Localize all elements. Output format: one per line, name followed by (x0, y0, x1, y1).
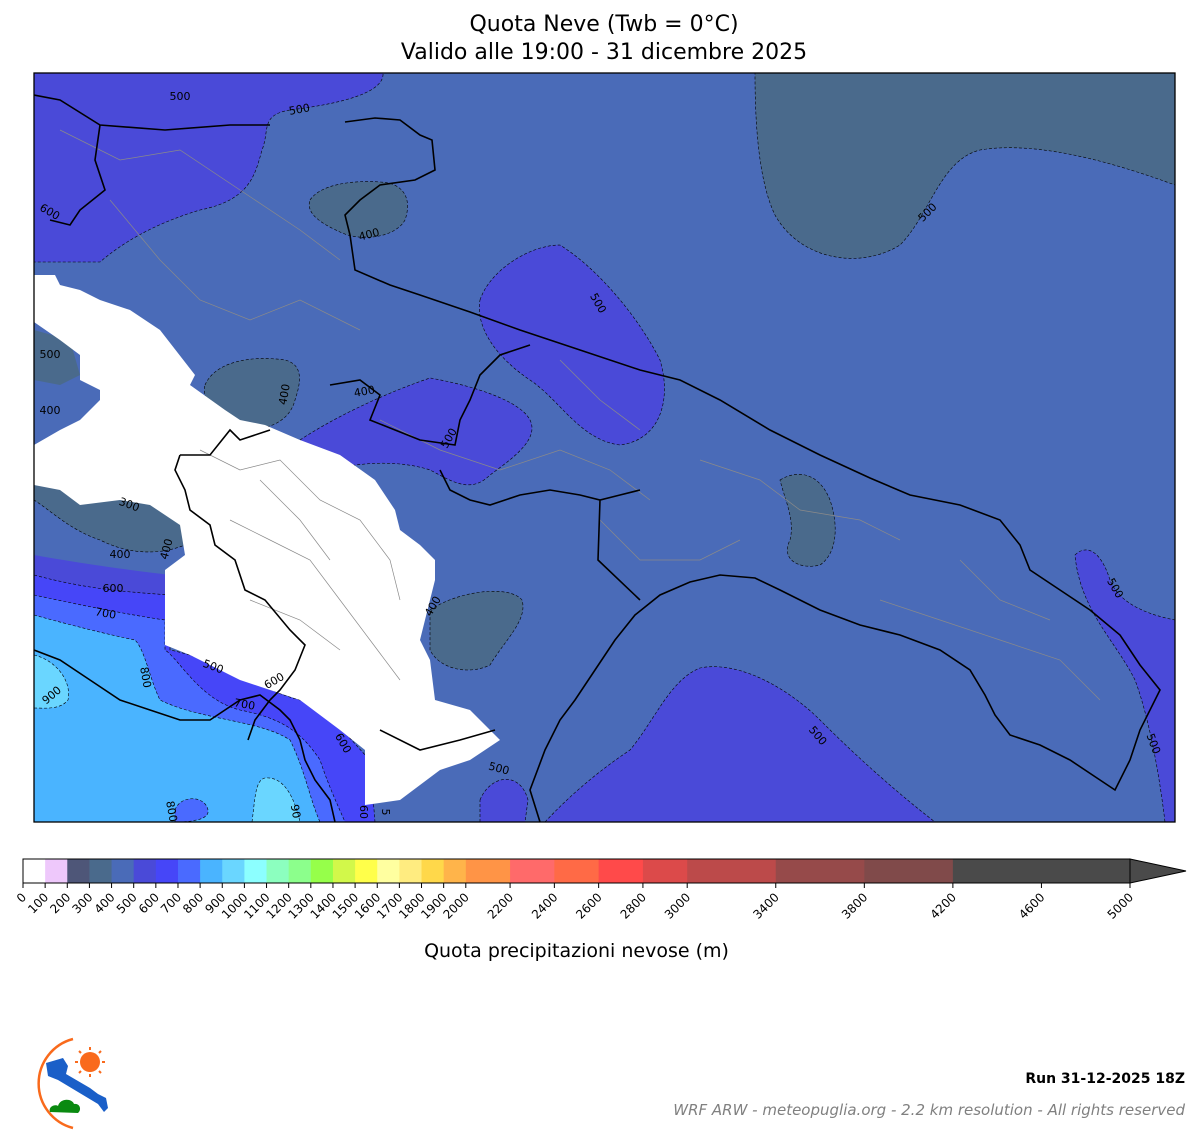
contour-label: 700 (233, 696, 256, 712)
contour-fill-300-400 (308, 181, 408, 238)
contour-fill-300-400 (779, 473, 836, 567)
colorbar-bin-200-300 (67, 859, 90, 883)
colorbar-bin-500-600 (133, 859, 157, 883)
colorbar-bin-1500-1600 (355, 859, 378, 883)
logo-puglia-region (46, 1058, 108, 1112)
colorbar-bin-1000-1100 (244, 859, 268, 883)
contour-label: 500 (487, 760, 511, 778)
colorbar-tick-label: 5000 (1105, 890, 1136, 921)
contour-fill-300-400 (754, 73, 1175, 259)
contour-fill-500-600 (544, 666, 936, 822)
colorbar-bin-1200-1300 (288, 859, 312, 883)
colorbar-tick-label: 4600 (1016, 890, 1047, 921)
map-title: Quota Neve (Twb = 0°C) (469, 12, 739, 37)
colorbar-tick-label: 800 (180, 890, 206, 916)
logo-arc (37, 1037, 74, 1130)
no-data-area (34, 275, 500, 805)
colorbar-bin-100-200 (45, 859, 68, 883)
colorbar-tick-label: 2400 (529, 890, 560, 921)
colorbar-tick-label: 3800 (839, 890, 870, 921)
colorbar-bin-1600-1700 (377, 859, 400, 883)
colorbar-bin-1900-2000 (443, 859, 467, 883)
run-label: Run 31-12-2025 18Z (1025, 1071, 1185, 1087)
credits-text: WRF ARW - meteopuglia.org - 2.2 km resol… (673, 1101, 1185, 1119)
colorbar-bin-0-100 (23, 859, 46, 883)
contour-label: 700 (94, 605, 117, 621)
province-boundaries (59, 129, 1101, 701)
logo-cloud (49, 1099, 81, 1113)
contour-label: 800 (163, 800, 179, 823)
contour-label: 400 (353, 383, 376, 399)
colorbar-bin-1700-1800 (399, 859, 423, 883)
colorbar-bin-3000-3400 (687, 859, 777, 883)
contour-label: 500 (40, 348, 61, 361)
meteopuglia-logo (37, 1037, 108, 1130)
colorbar-tick-label: 500 (114, 890, 140, 916)
logo-sun-rays (75, 1047, 105, 1077)
contour-fill-500-600 (479, 244, 665, 446)
colorbar-tick-label: 300 (69, 890, 95, 916)
colorbar-bin-800-900 (200, 859, 223, 883)
colorbar: 0100200300400500600700800900100011001200… (14, 858, 1187, 922)
contour-fill-900-1000 (251, 777, 301, 822)
contour-fill-500-600 (479, 779, 529, 822)
colorbar-bin-600-700 (155, 859, 179, 883)
colorbar-extend-arrow (1129, 858, 1187, 884)
colorbar-bin-1300-1400 (310, 859, 334, 883)
colorbar-label: Quota precipitazioni nevose (m) (424, 940, 729, 962)
colorbar-tick-label: 2600 (573, 890, 604, 921)
contour-label: 500 (288, 101, 311, 117)
logo-sun (80, 1052, 100, 1072)
colorbar-tick-label: 3000 (662, 890, 693, 921)
contour-fill-300-400 (204, 358, 300, 429)
colorbar-bin-3400-3800 (775, 859, 865, 883)
contour-label: 90 (288, 803, 303, 819)
contour-fill-900-1000 (34, 654, 69, 709)
colorbar-tick-label: 2000 (440, 890, 471, 921)
colorbar-tick-label: 0 (14, 890, 29, 905)
colorbar-bin-1800-1900 (421, 859, 445, 883)
colorbar-tick-label: 3400 (750, 890, 781, 921)
colorbar-tick-label: 2800 (618, 890, 649, 921)
colorbar-bin-3800-4200 (864, 859, 954, 883)
contour-label: 400 (276, 383, 292, 406)
colorbar-bin-2800-3000 (642, 859, 688, 883)
contour-label: 400 (158, 537, 176, 561)
colorbar-tick-label: 2200 (485, 890, 516, 921)
contour-fill-500-600 (34, 73, 384, 263)
contour-label: 400 (40, 404, 61, 417)
colorbar-bin-1100-1200 (266, 859, 290, 883)
contour-label: 400 (357, 226, 381, 244)
colorbar-tick-label: 600 (136, 890, 162, 916)
contour-label: 500 (170, 90, 191, 103)
colorbar-bin-700-800 (177, 859, 201, 883)
contour-fill-500-600 (299, 377, 533, 486)
colorbar-tick-label: 400 (92, 890, 118, 916)
contour-fill-300-400 (429, 591, 524, 671)
colorbar-bin-2600-2800 (598, 859, 644, 883)
colorbar-tick-label: 100 (25, 890, 51, 916)
contour-label: 400 (110, 548, 131, 561)
contour-label: 60 (357, 805, 370, 819)
colorbar-bin-1400-1500 (332, 859, 356, 883)
colorbar-bin-900-1000 (222, 859, 245, 883)
colorbar-tick-label: 200 (47, 890, 73, 916)
colorbar-bin-400-500 (111, 859, 135, 883)
colorbar-tick-label: 700 (158, 890, 184, 916)
colorbar-tick-label: 4200 (928, 890, 959, 921)
colorbar-bin-4200-5000 (952, 859, 1131, 883)
map-subtitle: Valido alle 19:00 - 31 dicembre 2025 (400, 40, 808, 65)
coastline (34, 94, 1161, 822)
colorbar-bin-300-400 (89, 859, 113, 883)
colorbar-bin-2400-2600 (554, 859, 600, 883)
colorbar-bin-2000-2200 (465, 859, 511, 883)
contour-label: 800 (137, 666, 153, 689)
colorbar-bin-2200-2400 (510, 859, 555, 883)
contour-label: 5 (379, 809, 392, 816)
contour-label: 600 (103, 582, 124, 595)
